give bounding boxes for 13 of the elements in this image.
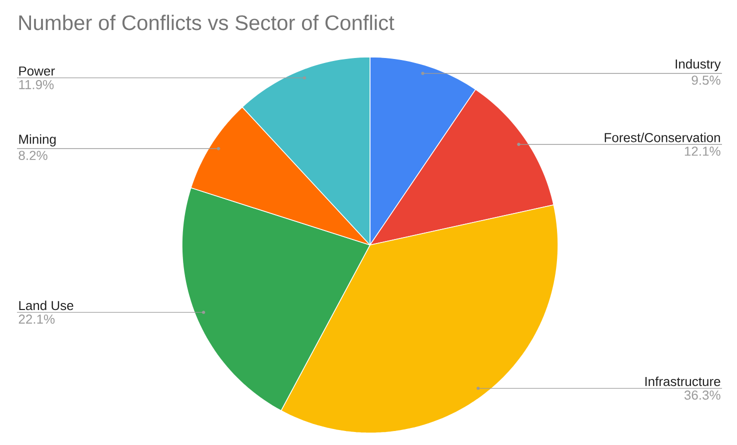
slice-label: Infrastructure: [645, 376, 720, 386]
chart-title: Number of Conflicts vs Sector of Conflict: [19, 14, 394, 30]
slice-label: Forest/Conservation: [604, 132, 720, 142]
data-label: 8.2%: [18, 150, 48, 160]
slice-label: Land Use: [19, 300, 74, 310]
data-label: 22.1%: [18, 314, 55, 324]
data-label: 9.5%: [692, 76, 720, 85]
data-label: 11.9%: [19, 80, 54, 90]
slice-label: Industry: [676, 59, 721, 72]
slice-label: Mining: [19, 134, 56, 146]
slice-label: Power: [19, 66, 55, 76]
data-label: 12.1%: [684, 146, 720, 156]
data-label: 36.3%: [684, 390, 720, 400]
